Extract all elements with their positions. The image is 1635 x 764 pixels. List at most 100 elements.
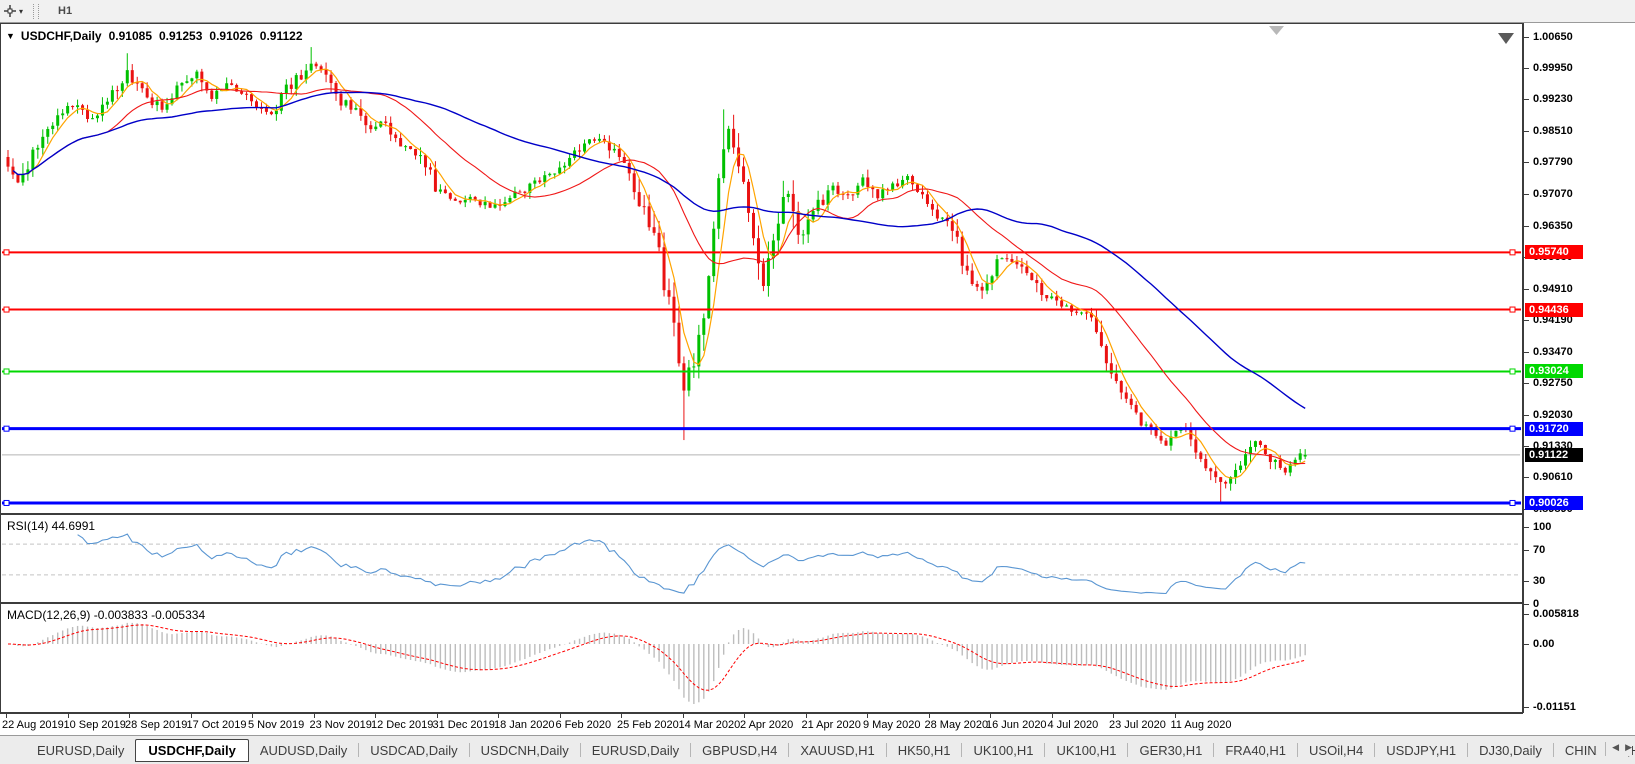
date-axis-tick	[313, 714, 315, 718]
price-axis-label: 0.99230	[1533, 93, 1573, 106]
chart-tab-USDCNH-Daily[interactable]: USDCNH,Daily	[480, 742, 569, 758]
date-axis-tick	[928, 714, 930, 718]
date-axis-label: 5 Nov 2019	[248, 719, 305, 731]
chart-tab-XAUUSD-H1[interactable]: XAUUSD,H1	[800, 742, 875, 758]
price-axis-tick	[1524, 383, 1529, 385]
price-axis-tick	[1524, 130, 1529, 132]
current-price-flag: 0.91122	[1525, 447, 1583, 462]
date-axis-tick	[375, 714, 376, 718]
date-axis-tick	[6, 714, 7, 718]
date-axis-tick	[67, 714, 69, 718]
chart-tab-FRA40-H1[interactable]: FRA40,H1	[1225, 742, 1287, 758]
timeframe-button-H1[interactable]: H1	[58, 5, 73, 17]
tab-divider	[1127, 743, 1129, 757]
chart-symbol-header[interactable]: ▼ USDCHF,Daily 0.91085 0.91253 0.91026 0…	[6, 29, 303, 43]
ohlc-high: 0.91253	[159, 29, 203, 43]
tab-divider	[468, 743, 470, 757]
price-level-flag-0.94436: 0.94436	[1525, 302, 1583, 317]
chart-tab-UK100-H1[interactable]: UK100,H1	[1056, 742, 1117, 758]
chart-shift-marker-icon	[1269, 26, 1284, 35]
chart-tab-GBPUSD-H4[interactable]: GBPUSD,H4	[702, 742, 778, 758]
chart-tab-GER30-H1[interactable]: GER30,H1	[1139, 742, 1203, 758]
date-axis-label: 14 Mar 2020	[678, 719, 741, 731]
date-axis-label: 11 Aug 2020	[1170, 719, 1232, 731]
rsi-axis-label: 70	[1533, 544, 1546, 556]
macd-panel-canvas[interactable]	[0, 603, 1523, 713]
date-axis[interactable]: 22 Aug 2019 10 Sep 2019 28 Sep 2019 17 Oct …	[0, 713, 1523, 735]
price-axis-tick	[1524, 67, 1529, 69]
chart-tab-USDJPY-H1[interactable]: USDJPY,H1	[1386, 742, 1457, 758]
rsi-axis-label: 30	[1533, 575, 1546, 587]
price-axis-tick	[1524, 415, 1529, 417]
price-axis-tick	[1524, 194, 1529, 196]
date-axis-tick	[621, 714, 622, 718]
date-axis-label: 25 Feb 2020	[617, 719, 679, 731]
chart-tab-DJ30-Daily[interactable]: DJ30,Daily	[1479, 742, 1542, 758]
chevron-down-icon[interactable]: ▾	[19, 6, 24, 16]
chart-tab-EURUSD-Daily[interactable]: EURUSD,Daily	[591, 742, 680, 758]
tab-divider	[690, 743, 692, 757]
price-level-flag-0.91720: 0.91720	[1525, 421, 1583, 436]
date-axis-tick	[682, 714, 684, 718]
chart-dropdown-icon[interactable]: ▼	[6, 31, 15, 41]
date-axis-label: 10 Sep 2019	[63, 719, 126, 731]
rsi-indicator-label: RSI(14) 44.6991	[7, 519, 96, 533]
date-axis-tick	[1174, 714, 1176, 718]
symbol-label: USDCHF,Daily	[20, 29, 102, 43]
price-level-flag-0.93024: 0.93024	[1525, 364, 1583, 379]
price-axis[interactable]: 1.00650 0.99950 0.99230 0.98510 0.97790 0.970…	[1523, 23, 1635, 713]
date-axis-tick	[190, 714, 192, 718]
macd-axis-tick	[1524, 707, 1529, 708]
price-axis-tick	[1524, 99, 1529, 101]
price-axis-label: 0.97790	[1533, 156, 1573, 169]
chart-tab-EURUSD-Daily[interactable]: EURUSD,Daily	[37, 742, 125, 758]
date-axis-tick	[252, 714, 253, 718]
price-axis-label: 0.96350	[1533, 219, 1573, 232]
tab-divider	[1297, 743, 1299, 757]
date-axis-tick	[867, 714, 868, 718]
chart-tab-USDCHF-Daily[interactable]: USDCHF,Daily	[135, 738, 249, 762]
ohlc-open: 0.91085	[108, 29, 152, 43]
chart-tab-USOil-H4[interactable]: USOil,H4	[1309, 742, 1364, 758]
macd-axis-label: -0.01151	[1533, 701, 1576, 713]
chart-tab-HK50-H1[interactable]: HK50,H1	[897, 742, 951, 758]
date-axis-label: 4 Jul 2020	[1047, 719, 1099, 731]
date-axis-label: 22 Aug 2019	[2, 719, 64, 731]
macd-axis-tick	[1524, 644, 1529, 645]
tab-scroll-right-icon[interactable]: ▶	[1625, 742, 1632, 752]
price-axis-label: 0.92030	[1533, 409, 1573, 422]
moving-average-mid	[12, 88, 1306, 465]
price-axis-tick	[1524, 445, 1529, 447]
chart-tab-UK100-H1[interactable]: UK100,H1	[973, 742, 1034, 758]
tab-divider	[358, 743, 360, 757]
macd-indicator-label: MACD(12,26,9) -0.003833 -0.005334	[7, 608, 206, 622]
price-axis-tick	[1524, 225, 1529, 227]
date-axis-label: 23 Jul 2020	[1109, 719, 1166, 731]
crosshair-icon[interactable]	[2, 3, 18, 19]
ohlc-close: 0.91122	[259, 29, 303, 43]
tab-divider	[1467, 743, 1469, 757]
macd-axis-tick	[1524, 614, 1529, 615]
price-chart-canvas[interactable]	[0, 23, 1523, 514]
ohlc-low: 0.91026	[209, 29, 253, 43]
price-axis-tick	[1524, 351, 1529, 353]
date-axis-label: 18 Jan 2020	[494, 719, 555, 731]
tab-scroll-left-icon[interactable]: ◀	[1612, 742, 1620, 752]
chart-tab-USDCAD-Daily[interactable]: USDCAD,Daily	[370, 742, 458, 758]
price-axis-label: 0.99950	[1533, 61, 1573, 74]
date-axis-tick	[129, 714, 130, 718]
date-axis-label: 9 May 2020	[863, 719, 921, 731]
tab-divider	[1213, 743, 1215, 757]
chart-tab-AUDUSD-Daily[interactable]: AUDUSD,Daily	[259, 742, 348, 758]
date-axis-tick	[744, 714, 745, 718]
date-axis-tick	[1051, 714, 1053, 718]
rsi-panel-canvas[interactable]	[0, 514, 1523, 603]
date-axis-label: 16 Jun 2020	[986, 719, 1047, 731]
date-axis-label: 17 Oct 2019	[186, 719, 247, 731]
rsi-axis-tick	[1524, 527, 1529, 528]
toolbar-grip-handle[interactable]	[33, 3, 40, 19]
tab-divider	[961, 743, 963, 757]
rsi-axis-tick	[1524, 550, 1529, 551]
price-axis-label: 0.92750	[1533, 377, 1573, 390]
